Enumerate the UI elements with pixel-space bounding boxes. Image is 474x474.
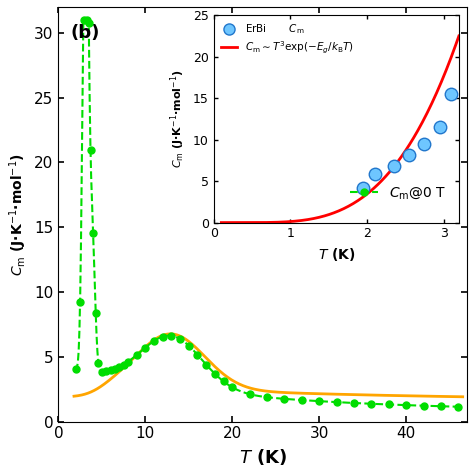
Text: (b): (b) (71, 24, 100, 42)
Legend: $C_\mathrm{m}$@0 T: $C_\mathrm{m}$@0 T (345, 180, 452, 207)
X-axis label: $\it{T}$ (K): $\it{T}$ (K) (238, 447, 287, 467)
Y-axis label: $C_\mathrm{m}$ (J·K$^{-1}$·mol$^{-1}$): $C_\mathrm{m}$ (J·K$^{-1}$·mol$^{-1}$) (7, 153, 28, 276)
